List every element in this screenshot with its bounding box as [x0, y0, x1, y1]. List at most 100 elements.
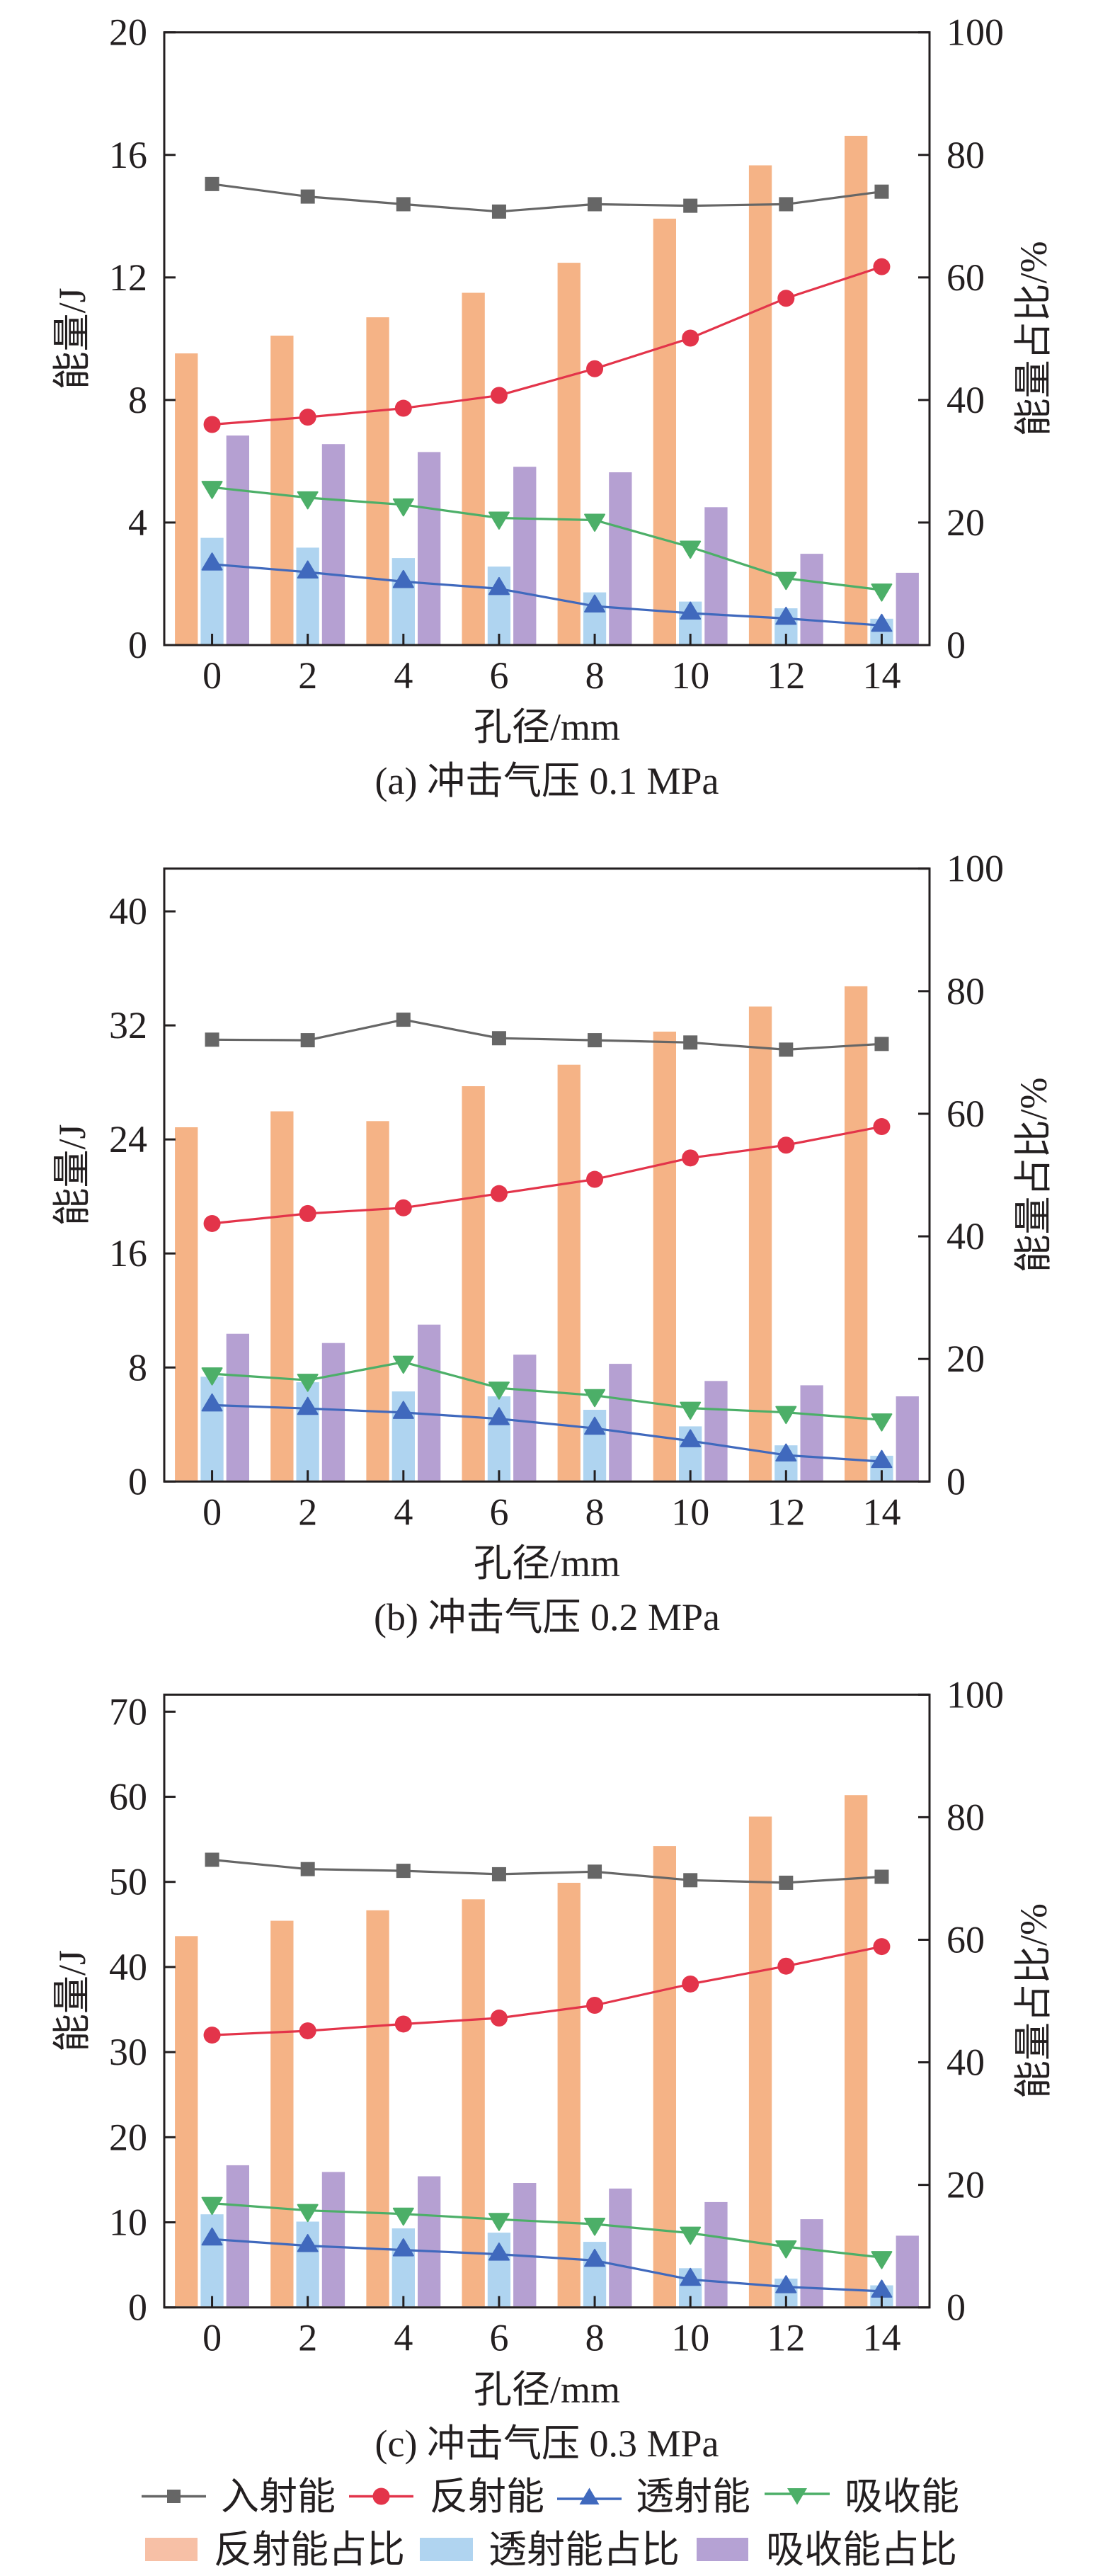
triangle-down-marker-icon	[787, 2488, 807, 2505]
transmitted-energy-marker	[680, 2267, 702, 2286]
incident-energy-marker	[491, 204, 506, 219]
reflected-ratio-bar	[845, 1795, 868, 2307]
reflected-energy-marker	[777, 1957, 795, 1975]
reflected-energy-marker	[299, 2022, 316, 2040]
legend-label: 入射能	[221, 2475, 336, 2518]
transmitted-energy-marker	[584, 594, 606, 613]
reflected-energy-marker	[682, 1975, 699, 1993]
y2-tick-label: 0	[947, 624, 966, 666]
incident-energy-marker	[588, 1033, 602, 1048]
panel-a: 0 4 8 12 16 20 0 20 40 60 80 100 0 2 4 6 8 10 12 14 能量/J 能量…	[51, 11, 1055, 802]
transmitted-ratio-bar	[200, 1377, 224, 1481]
absorbed-ratio-bar	[321, 2172, 345, 2307]
reflected-energy-marker	[873, 1118, 891, 1136]
y-tick-label: 16	[109, 1232, 147, 1275]
reflected-energy-marker	[682, 1149, 699, 1167]
x-tick-label: 8	[585, 2317, 605, 2359]
absorbed-energy-marker	[871, 583, 893, 602]
incident-energy-marker	[874, 1037, 889, 1052]
x-tick-label: 6	[489, 2317, 508, 2359]
reflected-ratio-bar	[270, 336, 294, 644]
absorbed-energy-marker	[201, 481, 223, 499]
y2-tick-label: 0	[947, 2286, 966, 2329]
x-tick-label: 6	[489, 654, 508, 697]
reflected-energy-marker	[586, 1997, 604, 2014]
y2-tick-label: 0	[947, 1460, 966, 1503]
x-tick-label: 6	[489, 1491, 508, 1533]
absorbed-energy-marker	[392, 2207, 414, 2226]
panel-caption: (c) 冲击气压 0.3 MPa	[375, 2422, 719, 2465]
absorbed-ratio-bar	[418, 452, 441, 644]
absorbed-energy-marker	[584, 513, 606, 532]
reflected-ratio-bar	[748, 165, 772, 644]
x-axis-title: 孔径/mm	[474, 2369, 620, 2411]
y2-axis-title: 能量占比/%	[1012, 1903, 1055, 2099]
legend-label: 透射能	[636, 2475, 750, 2518]
plot-frame	[163, 867, 931, 1483]
y2-tick-label: 40	[947, 379, 985, 421]
legend-label: 吸收能占比	[766, 2529, 957, 2571]
reflected-energy-line	[212, 266, 882, 426]
y2-tick-label: 100	[947, 11, 1004, 54]
reflected-energy-marker	[299, 1204, 316, 1222]
y-tick-label: 12	[109, 256, 147, 299]
absorbed-energy-marker	[392, 498, 414, 517]
transmitted-energy-marker	[680, 601, 702, 620]
absorbed-energy-line	[212, 486, 882, 591]
reflected-ratio-bar	[462, 1899, 485, 2307]
transmitted-energy-marker	[680, 1429, 702, 1447]
reflected-ratio-bar	[845, 135, 868, 644]
circle-marker-icon	[372, 2487, 390, 2505]
y-axis-title: 能量/J	[51, 1124, 93, 1226]
absorbed-energy-marker	[680, 1401, 702, 1420]
y-tick-label: 20	[109, 2116, 147, 2158]
panel-caption: (b) 冲击气压 0.2 MPa	[374, 1596, 720, 1639]
reflected-energy-marker	[873, 258, 891, 275]
incident-energy-marker	[205, 1852, 219, 1867]
legend-item-reflected-energy: 反射能	[349, 2475, 544, 2518]
reflected-ratio-bar	[653, 1846, 676, 2307]
reflected-energy-marker	[394, 1199, 412, 1216]
reflected-energy-marker	[490, 2010, 508, 2027]
legend-item-incident-energy: 入射能	[142, 2475, 336, 2518]
absorbed-energy-line	[212, 1360, 882, 1421]
absorbed-energy-marker	[201, 2196, 223, 2216]
x-tick-label: 8	[585, 654, 605, 697]
x-tick-label: 2	[298, 2317, 317, 2359]
reflected-ratio-bar	[653, 1031, 676, 1481]
reflected-ratio-bar	[462, 292, 485, 644]
x-tick-label: 4	[394, 2317, 413, 2359]
reflected-ratio-bar	[270, 1920, 294, 2307]
reflected-energy-marker	[586, 360, 604, 377]
reflected-ratio-bar	[845, 986, 868, 1481]
absorbed-energy-marker	[871, 1413, 893, 1432]
absorbed-ratio-bar	[609, 2188, 632, 2307]
legend-label: 吸收能	[845, 2475, 959, 2518]
absorbed-energy-marker	[775, 1406, 797, 1425]
x-tick-label: 0	[202, 1491, 222, 1533]
transmitted-energy-marker	[297, 2234, 319, 2252]
legend-label: 反射能占比	[214, 2529, 405, 2571]
legend-label: 透射能占比	[488, 2529, 680, 2571]
transmitted-energy-line	[212, 2238, 882, 2293]
absorbed-ratio-bar	[513, 1355, 537, 1481]
y-tick-label: 60	[109, 1776, 147, 1818]
y2-tick-label: 100	[947, 1673, 1004, 1716]
bar-swatch-icon	[697, 2538, 748, 2561]
absorbed-energy-line	[212, 2202, 882, 2259]
y2-tick-label: 80	[947, 134, 985, 176]
y-tick-label: 0	[128, 624, 147, 666]
incident-energy-marker	[396, 1864, 411, 1879]
reflected-energy-marker	[586, 1170, 604, 1188]
x-tick-label: 10	[671, 2317, 709, 2359]
absorbed-energy-marker	[584, 1389, 606, 1408]
legend-item-absorbed-energy: 吸收能	[765, 2475, 959, 2518]
y-tick-label: 20	[109, 11, 147, 54]
reflected-energy-marker	[777, 290, 795, 307]
transmitted-energy-marker	[297, 1396, 319, 1415]
y-tick-label: 16	[109, 134, 147, 176]
x-tick-label: 12	[767, 1491, 805, 1533]
reflected-ratio-bar	[748, 1006, 772, 1481]
x-axis-title: 孔径/mm	[474, 1542, 620, 1585]
